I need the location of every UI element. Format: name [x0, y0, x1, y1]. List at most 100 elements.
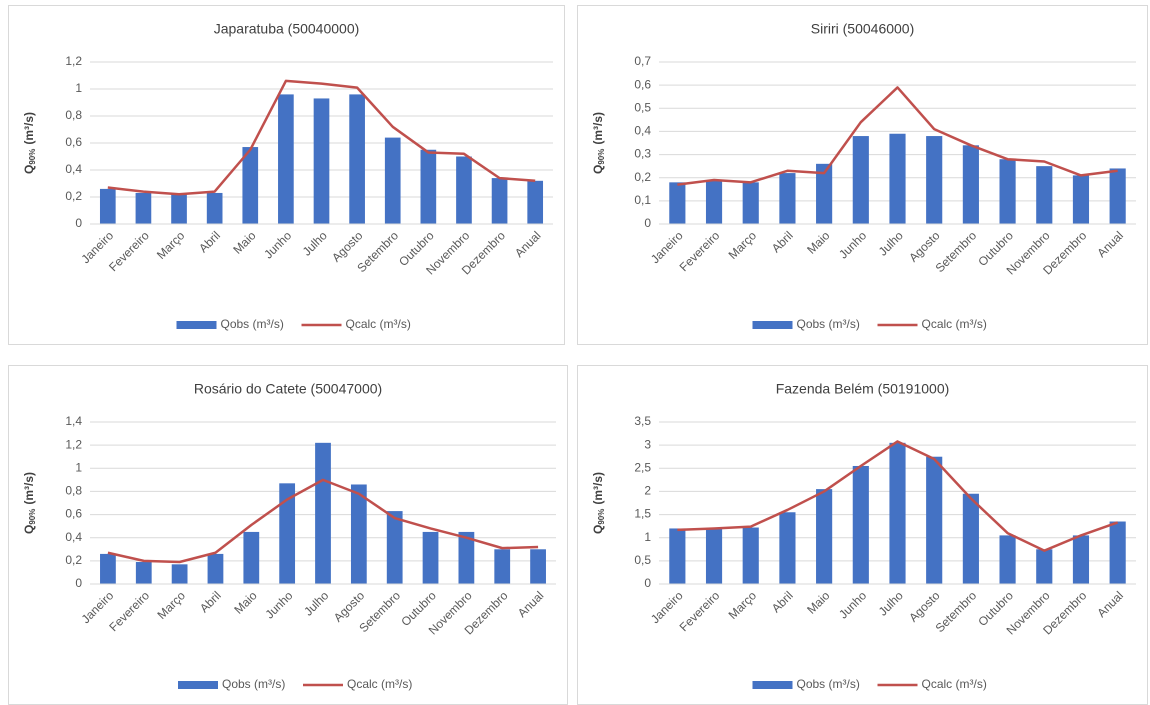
- y-axis-label-part: (m³/s): [22, 112, 36, 145]
- line: [677, 440, 1119, 552]
- bar: [278, 94, 294, 225]
- bar: [494, 549, 511, 584]
- bar: [420, 149, 437, 224]
- bar: [705, 528, 723, 584]
- bar: [530, 549, 546, 584]
- bar: [527, 180, 544, 224]
- bar: [852, 465, 869, 584]
- y-tick-label: 1: [75, 460, 82, 474]
- y-tick-label: 1: [75, 81, 82, 95]
- legend-label: Qcalc (m³/s): [347, 677, 412, 691]
- legend-label: Qcalc (m³/s): [346, 317, 411, 331]
- y-axis-label-part: (m³/s): [591, 112, 605, 145]
- bar: [458, 531, 475, 584]
- y-axis-label-part: 90%: [597, 509, 606, 525]
- bar: [742, 182, 759, 224]
- legend-label: Qcalc (m³/s): [922, 317, 987, 331]
- y-axis-label-part: 90%: [28, 149, 37, 165]
- y-tick-label: 0,6: [65, 135, 82, 149]
- legend-swatch: [752, 321, 793, 329]
- bar: [1072, 175, 1090, 224]
- y-tick-label: 0,4: [65, 530, 82, 544]
- y-tick-label: 1: [644, 530, 651, 544]
- legend-label: Qobs (m³/s): [221, 317, 284, 331]
- bar: [999, 159, 1016, 224]
- bar: [1072, 535, 1090, 584]
- bar: [315, 442, 331, 584]
- bar: [926, 456, 943, 584]
- y-tick-label: 0,6: [634, 77, 651, 91]
- chart-panel: Siriri (50046000) Q90% (m³/s) 0 0,1 0,2 0,3 0,4…: [577, 5, 1148, 345]
- y-axis-label: Q90% (m³/s): [22, 112, 37, 174]
- y-tick-label: 2,5: [634, 460, 651, 474]
- bar: [889, 442, 906, 584]
- legend-swatch: [176, 321, 217, 329]
- chart-title: Rosário do Catete (50047000): [194, 381, 382, 397]
- bar: [386, 511, 403, 584]
- chart-title: Japaratuba (50040000): [214, 21, 360, 37]
- bar: [313, 98, 330, 224]
- y-tick-label: 0: [644, 216, 651, 230]
- y-tick-label: 0,5: [634, 100, 651, 114]
- y-axis-label-part: 90%: [28, 509, 37, 525]
- bar: [669, 182, 686, 224]
- y-tick-label: 0,7: [634, 54, 651, 68]
- bar: [456, 156, 472, 224]
- legend-swatch: [752, 681, 793, 689]
- y-tick-label: 1,5: [634, 507, 651, 521]
- y-axis-label: Q90% (m³/s): [591, 112, 606, 174]
- line: [677, 86, 1118, 186]
- y-axis-label-part: Q: [591, 525, 605, 534]
- bar: [1109, 521, 1126, 584]
- y-axis-label-part: (m³/s): [22, 472, 36, 505]
- bar: [1036, 166, 1053, 224]
- bar: [705, 180, 723, 224]
- bar: [100, 553, 116, 584]
- legend-label: Qobs (m³/s): [797, 317, 860, 331]
- y-tick-label: 0,5: [634, 553, 651, 567]
- y-axis-label-part: Q: [22, 165, 36, 174]
- y-tick-label: 0,2: [65, 553, 82, 567]
- y-axis-label-part: 90%: [597, 149, 606, 165]
- y-tick-label: 0,2: [634, 170, 651, 184]
- legend-swatch: [178, 681, 218, 689]
- bar: [99, 188, 116, 224]
- bar: [206, 192, 223, 224]
- bar: [279, 483, 296, 584]
- y-tick-label: 0,4: [634, 124, 651, 138]
- y-tick-label: 0,1: [634, 193, 651, 207]
- y-tick-label: 0,4: [65, 162, 82, 176]
- y-tick-label: 0,2: [65, 189, 82, 203]
- y-tick-label: 0,8: [65, 484, 82, 498]
- y-tick-label: 3,5: [634, 414, 651, 428]
- chart-panel: Japaratuba (50040000) Q90% (m³/s) 0 0,2 0,4 0,…: [8, 5, 565, 345]
- bar: [171, 194, 187, 224]
- bar: [669, 528, 686, 584]
- y-axis-label-part: Q: [22, 525, 36, 534]
- bar: [243, 531, 260, 584]
- chart-title: Siriri (50046000): [811, 21, 915, 37]
- legend-label: Qcalc (m³/s): [922, 677, 987, 691]
- y-axis-label: Q90% (m³/s): [591, 472, 606, 534]
- bar: [349, 94, 365, 225]
- y-axis-label-part: (m³/s): [591, 472, 605, 505]
- bar: [1036, 549, 1053, 584]
- y-tick-label: 0,3: [634, 147, 651, 161]
- bar: [384, 137, 401, 224]
- bar: [962, 493, 979, 584]
- bar: [350, 484, 367, 584]
- bar: [491, 178, 508, 224]
- bar: [926, 136, 943, 224]
- line: [107, 79, 536, 196]
- bar: [816, 163, 833, 224]
- bar: [135, 562, 152, 584]
- bar: [171, 564, 188, 584]
- y-tick-label: 3: [644, 437, 651, 451]
- y-tick-label: 0,6: [65, 507, 82, 521]
- y-axis-label: Q90% (m³/s): [22, 472, 37, 534]
- bar: [962, 145, 979, 224]
- bar: [999, 535, 1016, 584]
- bar: [422, 531, 439, 584]
- y-tick-label: 1,2: [65, 54, 82, 68]
